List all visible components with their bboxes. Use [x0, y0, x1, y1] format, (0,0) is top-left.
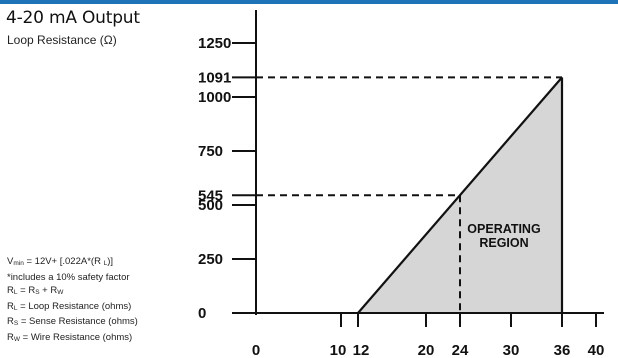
header-accent-bar: [0, 0, 618, 4]
y-tick-label: 1000: [198, 89, 231, 106]
note-line: Vmin = 12V+ [.022A*(R L)]: [7, 256, 114, 267]
y-tick-label: 1250: [198, 35, 231, 52]
x-tick-label: 40: [588, 342, 605, 358]
x-tick-label: 10: [330, 342, 347, 358]
y-tick-label: 500: [198, 197, 223, 214]
y-tick-label: 1091: [198, 69, 231, 86]
x-tick-label: 36: [554, 342, 571, 358]
formula-notes: Vmin = 12V+ [.022A*(R L)] *includes a 10%…: [7, 255, 138, 347]
note-line: RL = RS + RW: [7, 285, 64, 297]
x-tick-label: 0: [252, 342, 260, 358]
chart-title: 4-20 mA Output: [6, 8, 140, 28]
y-axis-label: Loop Resistance (Ω): [7, 33, 117, 47]
note-line: RL = Loop Resistance (ohms): [7, 300, 132, 312]
y-tick-label: 0: [198, 305, 206, 322]
note-line: RW = Wire Resistance (ohms): [7, 331, 133, 343]
note-line: *includes a 10% safety factor: [7, 271, 130, 283]
x-tick-label: 24: [452, 342, 469, 358]
y-tick-label: 750: [198, 143, 223, 160]
y-tick-label: 250: [198, 251, 223, 268]
x-tick-label: 12: [353, 342, 370, 358]
operating-region-label: REGION: [479, 236, 528, 250]
x-tick-label: 30: [503, 342, 520, 358]
x-tick-label: 20: [418, 342, 435, 358]
region-diagonal-edge: [357, 76, 563, 314]
operating-region-label: OPERATING: [467, 222, 540, 236]
note-line: RS = Sense Resistance (ohms): [7, 316, 138, 328]
y-tick-label: 545: [198, 187, 223, 204]
